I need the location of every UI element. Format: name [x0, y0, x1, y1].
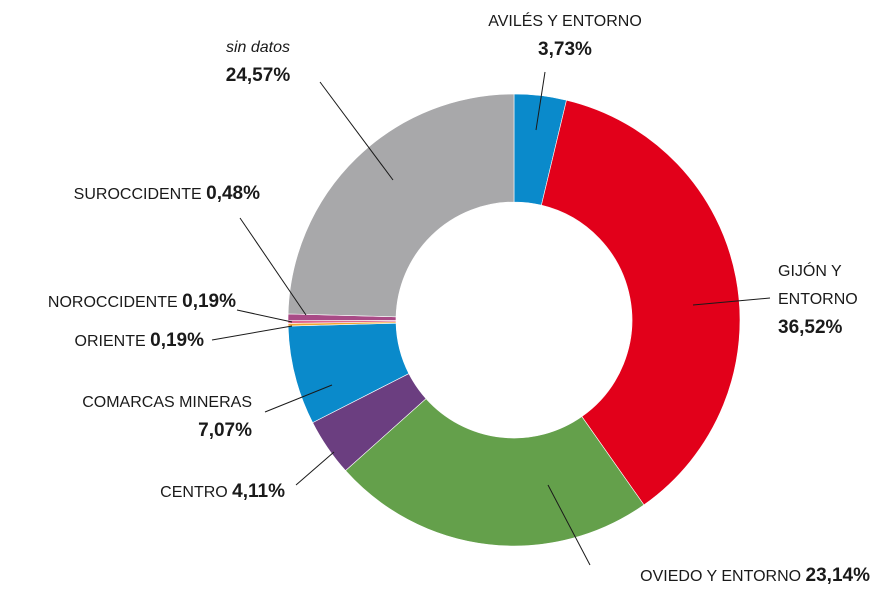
slice-label: ORIENTE 0,19%	[75, 327, 204, 356]
leader-line	[319, 81, 394, 181]
value-label: 24,57%	[225, 65, 291, 86]
value-label: 4,11%	[232, 481, 285, 502]
leader-line	[264, 384, 333, 413]
category-name: CENTRO	[160, 484, 228, 501]
category-name: NOROCCIDENTE	[47, 294, 178, 311]
value-label: 23,14%	[805, 565, 870, 586]
leader-line	[211, 325, 293, 341]
category-name: ORIENTE	[74, 333, 146, 350]
category-name: SUROCCIDENTE	[73, 186, 202, 203]
value-label: 36,52%	[778, 317, 843, 338]
leader-line	[236, 309, 293, 323]
value-label: 3,73%	[538, 39, 592, 60]
leader-line	[547, 484, 591, 566]
category-name: GIJÓN Y ENTORNO	[778, 263, 858, 308]
slice-label: NOROCCIDENTE 0,19%	[48, 288, 236, 317]
slice-label: GIJÓN Y ENTORNO 36,52%	[778, 258, 868, 342]
leader-line	[692, 297, 771, 306]
slice	[345, 398, 645, 547]
category-name: AVILÉS Y ENTORNO	[488, 13, 642, 30]
slice-label: SUROCCIDENTE 0,48%	[74, 180, 260, 209]
slice-label: CENTRO 4,11%	[160, 478, 285, 507]
category-name: COMARCAS MINERAS	[82, 394, 252, 411]
slice-label: OVIEDO Y ENTORNO 23,14%	[640, 562, 870, 591]
slice-label: sin datos 24,57%	[226, 34, 290, 90]
slice-label: COMARCAS MINERAS 7,07%	[82, 389, 252, 445]
leader-line	[295, 451, 335, 486]
value-label: 7,07%	[198, 420, 252, 441]
category-name: sin datos	[225, 39, 291, 56]
leader-line	[535, 71, 546, 131]
value-label: 0,19%	[150, 330, 204, 351]
leader-line	[239, 217, 307, 316]
slice	[287, 93, 515, 318]
value-label: 0,19%	[182, 291, 236, 312]
slice-label: AVILÉS Y ENTORNO 3,73%	[488, 8, 642, 64]
category-name: OVIEDO Y ENTORNO	[640, 568, 802, 585]
value-label: 0,48%	[206, 183, 260, 204]
slice	[541, 99, 741, 506]
